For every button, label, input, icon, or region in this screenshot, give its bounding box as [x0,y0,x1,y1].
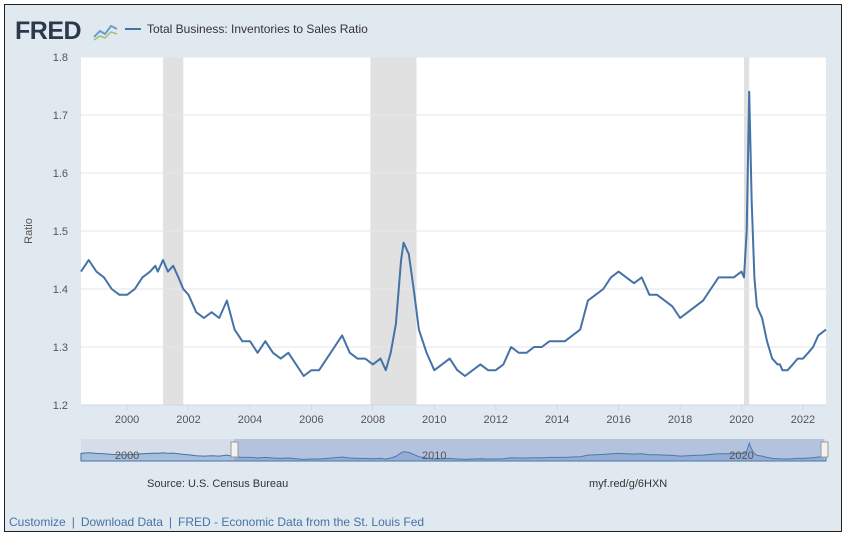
x-tick-label: 2016 [606,414,630,426]
navigator-label: 2000 [115,450,139,462]
navigator-selection [234,439,824,461]
short-url[interactable]: myf.red/g/6HXN [589,478,668,490]
link-separator: | [168,515,172,529]
x-axis-ticks: 2000 2002 2004 2006 2008 2010 2012 2014 2016 2018… [81,404,826,426]
x-tick-label: 2000 [115,414,139,426]
y-tick-label: 1.2 [53,400,68,412]
x-tick-label: 2020 [729,414,753,426]
x-tick-label: 2018 [668,414,692,426]
x-tick-label: 2022 [791,414,815,426]
navigator-handle[interactable] [230,441,239,458]
fred-logo[interactable]: FRED [15,17,82,45]
footer-links: Customize | Download Data | FRED - Economic … [9,515,424,529]
y-tick-label: 1.8 [53,52,68,64]
range-navigator[interactable]: 2000 2010 2020 [80,439,829,462]
y-tick-label: 1.5 [53,226,68,238]
x-tick-label: 2014 [545,414,569,426]
x-tick-label: 2008 [361,414,385,426]
chart-line-icon [93,24,118,41]
y-axis-ticks: 1.2 1.3 1.4 1.5 1.6 1.7 1.8 [53,52,68,412]
navigator-area [80,441,827,462]
fred-home-link[interactable]: FRED - Economic Data from the St. Louis … [178,515,425,529]
download-data-link[interactable]: Download Data [80,515,163,529]
navigator-handle[interactable] [820,441,829,458]
x-tick-label: 2006 [299,414,323,426]
legend-label: Total Business: Inventories to Sales Rat… [147,22,368,36]
y-tick-label: 1.6 [53,168,68,180]
customize-link[interactable]: Customize [9,515,66,529]
chart-legend[interactable]: Total Business: Inventories to Sales Rat… [125,22,368,36]
x-tick-label: 2010 [422,414,446,426]
legend-swatch [125,28,141,30]
line-chart[interactable]: 1.21.31.41.51.61.71.8 2000 2002 2004 2006 20… [5,5,841,531]
y-tick-label: 1.4 [53,284,68,296]
navigator-label: 2010 [422,450,446,462]
link-separator: | [71,515,75,529]
navigator-label: 2020 [729,450,753,462]
y-axis-label: Ratio [23,218,35,244]
x-tick-label: 2002 [176,414,200,426]
series-line-group [80,90,827,377]
y-tick-label: 1.3 [53,342,68,354]
fred-graph-frame: FRED Total Business: Inventories to Sale… [4,4,842,532]
x-tick-label: 2004 [238,414,262,426]
x-tick-label: 2012 [484,414,508,426]
source-note: Source: U.S. Census Bureau [147,478,289,490]
y-tick-label: 1.7 [53,110,68,122]
series-line [80,90,827,377]
